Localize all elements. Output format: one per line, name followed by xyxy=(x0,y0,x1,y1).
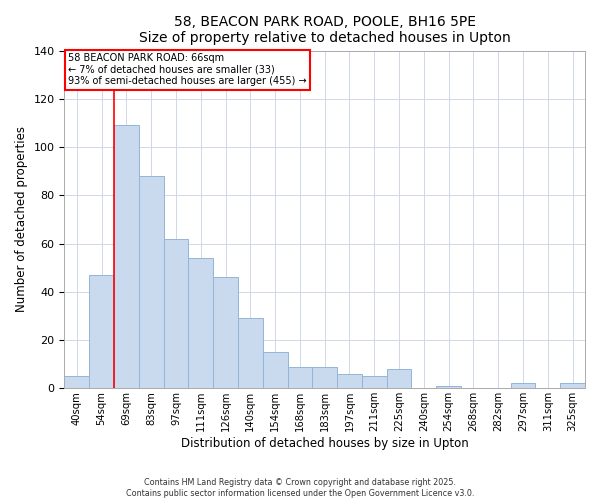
Bar xyxy=(337,374,362,388)
Bar xyxy=(362,376,386,388)
Bar xyxy=(287,366,313,388)
Text: Contains HM Land Registry data © Crown copyright and database right 2025.
Contai: Contains HM Land Registry data © Crown c… xyxy=(126,478,474,498)
Bar xyxy=(238,318,263,388)
Bar xyxy=(560,384,585,388)
Bar xyxy=(511,384,535,388)
Bar xyxy=(188,258,213,388)
Bar xyxy=(114,126,139,388)
Title: 58, BEACON PARK ROAD, POOLE, BH16 5PE
Size of property relative to detached hous: 58, BEACON PARK ROAD, POOLE, BH16 5PE Si… xyxy=(139,15,511,45)
Bar xyxy=(386,369,412,388)
Bar xyxy=(263,352,287,389)
Text: 58 BEACON PARK ROAD: 66sqm
← 7% of detached houses are smaller (33)
93% of semi-: 58 BEACON PARK ROAD: 66sqm ← 7% of detac… xyxy=(68,53,307,86)
Bar xyxy=(89,275,114,388)
Bar xyxy=(164,238,188,388)
Y-axis label: Number of detached properties: Number of detached properties xyxy=(15,126,28,312)
X-axis label: Distribution of detached houses by size in Upton: Distribution of detached houses by size … xyxy=(181,437,469,450)
Bar xyxy=(139,176,164,388)
Bar xyxy=(313,366,337,388)
Bar xyxy=(213,278,238,388)
Bar xyxy=(64,376,89,388)
Bar xyxy=(436,386,461,388)
